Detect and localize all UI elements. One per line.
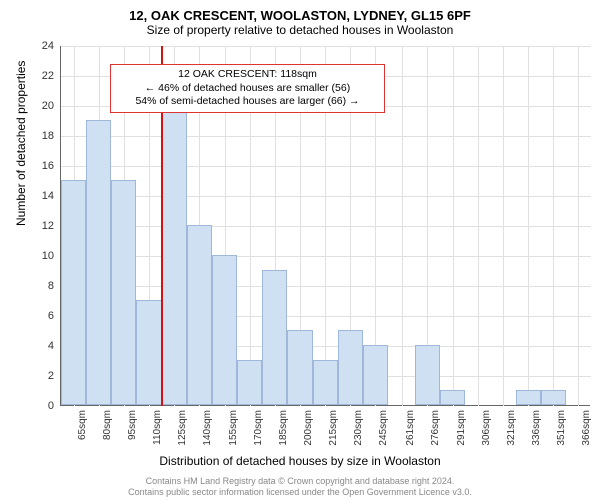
gridline-v — [478, 46, 479, 406]
x-tick-label: 336sqm — [531, 410, 542, 446]
x-tick-label: 125sqm — [177, 410, 188, 446]
x-tick-label: 291sqm — [456, 410, 467, 446]
bar — [287, 330, 312, 405]
y-tick-label: 12 — [24, 220, 54, 232]
x-tick-label: 170sqm — [253, 410, 264, 446]
y-tick-label: 8 — [24, 280, 54, 292]
bar — [237, 360, 262, 405]
bar — [162, 105, 187, 405]
bar — [136, 300, 161, 405]
x-tick-label: 80sqm — [102, 410, 113, 440]
footer-attribution: Contains HM Land Registry data © Crown c… — [0, 476, 600, 498]
y-tick-label: 20 — [24, 100, 54, 112]
bar — [187, 225, 212, 405]
y-tick-label: 24 — [24, 40, 54, 52]
y-tick-label: 22 — [24, 70, 54, 82]
chart-title: 12, OAK CRESCENT, WOOLASTON, LYDNEY, GL1… — [0, 0, 600, 23]
annotation-line2: ← 46% of detached houses are smaller (56… — [117, 82, 378, 96]
gridline-v — [453, 46, 454, 406]
x-tick-label: 245sqm — [378, 410, 389, 446]
x-tick-label: 110sqm — [152, 410, 163, 445]
x-tick-label: 351sqm — [556, 410, 567, 446]
bar — [440, 390, 465, 405]
x-tick-label: 261sqm — [405, 410, 416, 446]
x-tick-label: 185sqm — [278, 410, 289, 446]
x-tick-label: 95sqm — [127, 410, 138, 440]
x-tick-label: 155sqm — [228, 410, 239, 446]
x-tick-label: 215sqm — [328, 410, 339, 446]
chart-subtitle: Size of property relative to detached ho… — [0, 23, 600, 43]
y-tick-label: 10 — [24, 250, 54, 262]
chart-container: 12, OAK CRESCENT, WOOLASTON, LYDNEY, GL1… — [0, 0, 600, 500]
x-tick-label: 366sqm — [581, 410, 592, 446]
x-tick-label: 230sqm — [353, 410, 364, 446]
bar — [415, 345, 440, 405]
annotation-line1: 12 OAK CRESCENT: 118sqm — [117, 68, 378, 82]
gridline-v — [528, 46, 529, 406]
y-tick-label: 6 — [24, 310, 54, 322]
bar — [338, 330, 363, 405]
bar — [61, 180, 86, 405]
y-tick-label: 14 — [24, 190, 54, 202]
x-tick-label: 140sqm — [202, 410, 213, 446]
x-tick-label: 65sqm — [77, 410, 88, 440]
y-tick-label: 2 — [24, 370, 54, 382]
x-tick-label: 321sqm — [506, 410, 517, 446]
gridline-v — [578, 46, 579, 406]
x-tick-label: 306sqm — [481, 410, 492, 446]
bar — [313, 360, 338, 405]
y-tick-label: 4 — [24, 340, 54, 352]
bar — [111, 180, 136, 405]
x-tick-label: 200sqm — [303, 410, 314, 446]
gridline-v — [503, 46, 504, 406]
bar — [516, 390, 541, 405]
marker-annotation: 12 OAK CRESCENT: 118sqm ← 46% of detache… — [110, 64, 385, 113]
footer-line1: Contains HM Land Registry data © Crown c… — [0, 476, 600, 487]
bar — [541, 390, 566, 405]
bar — [212, 255, 237, 405]
plot-area: 12 OAK CRESCENT: 118sqm ← 46% of detache… — [60, 46, 590, 406]
x-tick-label: 276sqm — [430, 410, 441, 446]
x-axis-label: Distribution of detached houses by size … — [0, 454, 600, 468]
bar — [363, 345, 388, 405]
y-tick-label: 18 — [24, 130, 54, 142]
bar — [262, 270, 287, 405]
annotation-line3: 54% of semi-detached houses are larger (… — [117, 95, 378, 109]
gridline-v — [402, 46, 403, 406]
gridline-v — [553, 46, 554, 406]
bar — [86, 120, 111, 405]
y-tick-label: 16 — [24, 160, 54, 172]
footer-line2: Contains public sector information licen… — [0, 487, 600, 498]
y-tick-label: 0 — [24, 400, 54, 412]
